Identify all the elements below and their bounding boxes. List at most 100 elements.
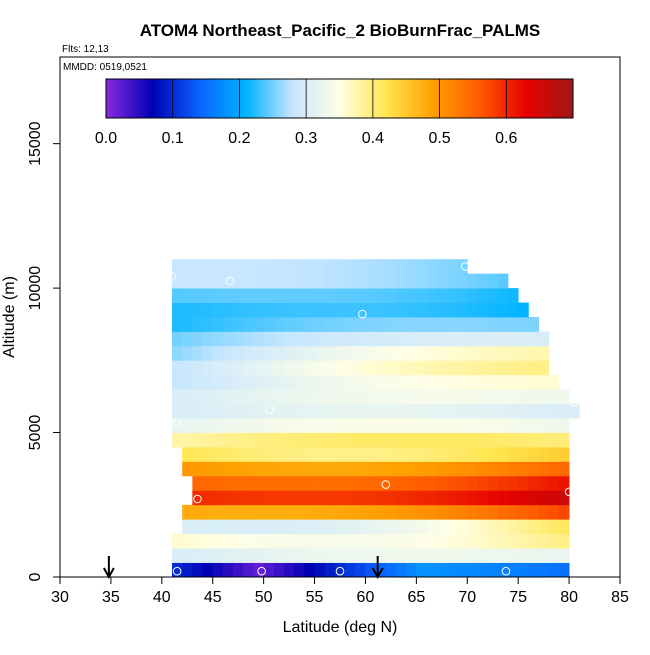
- heatmap-cell: [192, 259, 203, 275]
- heatmap-cell: [477, 504, 489, 520]
- heatmap-cell: [222, 389, 234, 405]
- heatmap-cell: [314, 519, 326, 535]
- colorbar-segment: [316, 79, 320, 118]
- heatmap-cell: [518, 475, 529, 491]
- heatmap-cell: [518, 302, 529, 318]
- heatmap-cell: [253, 461, 265, 477]
- heatmap-cell: [375, 389, 387, 405]
- heatmap-cell: [518, 317, 529, 332]
- heatmap-layer: [172, 259, 580, 578]
- heatmap-cell: [324, 389, 336, 405]
- colorbar-segment: [319, 79, 324, 118]
- observation-point: [569, 397, 579, 407]
- heatmap-cell: [385, 432, 397, 448]
- heatmap-cell: [467, 403, 478, 419]
- heatmap-cell: [192, 475, 203, 491]
- heatmap-cell: [324, 317, 336, 332]
- heatmap-cell: [192, 447, 203, 462]
- heatmap-cell: [487, 548, 499, 563]
- colorbar-segment: [446, 79, 451, 118]
- heatmap-cell: [345, 548, 356, 563]
- heatmap-cell: [487, 533, 499, 549]
- heatmap-cell: [324, 533, 336, 549]
- heatmap-cell: [558, 548, 570, 563]
- heatmap-cell: [192, 533, 203, 549]
- heatmap-cell: [355, 360, 366, 376]
- heatmap-cell: [385, 403, 397, 419]
- heatmap-cell: [253, 447, 265, 462]
- heatmap-cell: [396, 302, 407, 318]
- heatmap-cell: [467, 519, 478, 535]
- heatmap-cell: [385, 533, 397, 549]
- heatmap-cell: [304, 432, 315, 448]
- heatmap-cell: [202, 403, 214, 419]
- heatmap-cell: [497, 432, 509, 448]
- heatmap-cell: [284, 548, 295, 563]
- heatmap-cell: [243, 432, 254, 448]
- heatmap-cell: [304, 302, 315, 318]
- heatmap-cell: [233, 389, 244, 405]
- colorbar-segment: [556, 79, 561, 118]
- heatmap-cell: [273, 533, 285, 549]
- heatmap-cell: [284, 519, 295, 535]
- heatmap-cell: [263, 461, 275, 477]
- x-axis: 30 35 40 45 50 55 60 65 70 75 80 85: [51, 577, 629, 606]
- heatmap-cell: [385, 461, 397, 477]
- heatmap-cell: [406, 475, 417, 491]
- heatmap-cell: [548, 519, 560, 535]
- x-tick-label: 60: [357, 589, 375, 606]
- heatmap-cell: [355, 447, 366, 462]
- colorbar-segment: [192, 79, 197, 118]
- heatmap-cell: [253, 288, 265, 303]
- heatmap-cell: [365, 288, 377, 303]
- colorbar-segment: [406, 79, 411, 118]
- heatmap-cell: [446, 302, 458, 318]
- heatmap-cell: [365, 548, 377, 563]
- heatmap-cell: [273, 432, 285, 448]
- heatmap-cell: [467, 317, 478, 332]
- heatmap-cell: [548, 389, 560, 405]
- heatmap-cell: [446, 273, 458, 289]
- heatmap-cell: [334, 548, 346, 563]
- heatmap-cell: [385, 374, 397, 390]
- colorbar-segment: [189, 79, 194, 118]
- heatmap-cell: [538, 403, 550, 419]
- heatmap-cell: [406, 548, 417, 563]
- colorbar-segment: [169, 79, 174, 118]
- heatmap-cell: [457, 504, 468, 520]
- heatmap-cell: [212, 519, 224, 535]
- colorbar-segment: [326, 79, 330, 118]
- heatmap-cell: [436, 533, 448, 549]
- heatmap-cell: [518, 461, 529, 477]
- heatmap-cell: [558, 461, 570, 477]
- heatmap-cell: [416, 288, 427, 303]
- heatmap-cell: [558, 533, 570, 549]
- heatmap-cell: [334, 533, 346, 549]
- heatmap-cell: [375, 519, 387, 535]
- colorbar-segment: [109, 79, 114, 118]
- heatmap-cell: [314, 418, 326, 433]
- heatmap-cell: [294, 331, 305, 347]
- heatmap-cell: [385, 490, 397, 506]
- heatmap-cell: [172, 317, 183, 332]
- heatmap-cell: [212, 360, 224, 376]
- colorbar-segment: [492, 79, 497, 118]
- heatmap-cell: [355, 273, 366, 289]
- heatmap-cell: [406, 490, 417, 506]
- heatmap-cell: [396, 490, 407, 506]
- colorbar-segment: [262, 79, 267, 118]
- heatmap-cell: [212, 259, 224, 275]
- x-tick-label: 75: [509, 589, 527, 606]
- heatmap-cell: [385, 302, 397, 318]
- heatmap-cell: [284, 418, 295, 433]
- heatmap-cell: [416, 259, 427, 275]
- heatmap-cell: [243, 403, 254, 419]
- heatmap-cell: [334, 331, 346, 347]
- heatmap-cell: [477, 302, 489, 318]
- heatmap-cell: [212, 288, 224, 303]
- heatmap-cell: [375, 273, 387, 289]
- heatmap-cell: [284, 360, 295, 376]
- colorbar-segment: [349, 79, 354, 118]
- heatmap-cell: [518, 562, 529, 578]
- colorbar-segment: [559, 79, 564, 118]
